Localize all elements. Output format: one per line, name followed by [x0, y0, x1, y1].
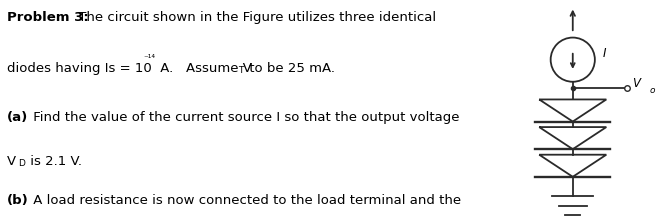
Text: Find the value of the current source I so that the output voltage: Find the value of the current source I s…: [29, 110, 460, 124]
Text: to be 25 mA.: to be 25 mA.: [245, 62, 335, 75]
Text: The circuit shown in the Figure utilizes three identical: The circuit shown in the Figure utilizes…: [75, 11, 436, 24]
Text: (a): (a): [7, 110, 29, 124]
Text: V: V: [7, 155, 17, 168]
Text: diodes having Is = 10: diodes having Is = 10: [7, 62, 152, 75]
Text: A.   Assume V: A. Assume V: [156, 62, 252, 75]
Text: is 2.1 V.: is 2.1 V.: [27, 155, 83, 168]
Text: A load resistance is now connected to the load terminal and the: A load resistance is now connected to th…: [29, 194, 461, 208]
Text: D: D: [18, 159, 25, 168]
Text: ⁻¹⁴: ⁻¹⁴: [143, 54, 155, 63]
Text: Problem 3:: Problem 3:: [7, 11, 89, 24]
Text: V: V: [633, 78, 641, 90]
Text: I: I: [602, 47, 606, 59]
Text: T: T: [238, 66, 244, 75]
Text: (b): (b): [7, 194, 29, 208]
Text: o: o: [649, 86, 655, 95]
